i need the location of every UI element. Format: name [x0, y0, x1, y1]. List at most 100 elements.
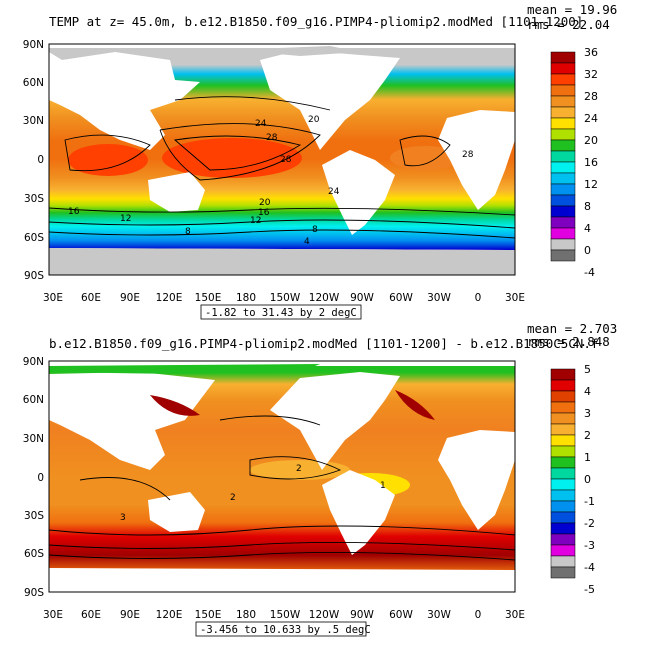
panel-title: b.e12.B1850.f09_g16.PIMP4-pliomip2.modMe… — [49, 336, 598, 351]
contour-line — [399, 135, 451, 167]
colorbar-label: 32 — [584, 68, 598, 81]
lon-tick: 150E — [195, 292, 222, 304]
colorbar-swatch — [550, 172, 576, 185]
contour-label: 28 — [280, 155, 292, 165]
lon-tick: 60E — [81, 292, 101, 304]
contour-label: 8 — [312, 225, 318, 235]
colorbar-swatch — [550, 489, 576, 502]
colorbar-label: -1 — [584, 495, 595, 508]
contour-label: 28 — [266, 133, 278, 143]
contour-label: 20 — [259, 198, 271, 208]
contour-label: 16 — [68, 207, 80, 217]
lat-axis: 90N 60N 30N 0 30S 60S 90S — [23, 39, 45, 282]
land-eurasia — [49, 372, 215, 470]
map-frame — [48, 43, 516, 276]
colorbar-label: 28 — [584, 90, 598, 103]
lon-tick: 120E — [156, 292, 183, 304]
colorbar-swatch — [550, 139, 576, 152]
colorbar-label: 36 — [584, 46, 598, 59]
lat-tick: 90N — [23, 39, 44, 51]
land-africa — [438, 110, 515, 210]
lon-tick: 60W — [389, 609, 413, 621]
lat-tick: 30N — [23, 433, 44, 445]
colorbar-label: 4 — [584, 222, 591, 235]
contour-label: 12 — [250, 216, 261, 226]
lat-tick: 60N — [23, 77, 44, 89]
colorbar: 5 4 3 2 1 0 -1 -2 -3 -4 -5 — [550, 363, 595, 596]
colorbar-label: -4 — [584, 266, 595, 279]
contour-label: 4 — [304, 237, 310, 247]
contour-line — [64, 134, 151, 172]
colorbar-label: 24 — [584, 112, 598, 125]
contour-labels: 24 20 28 28 28 24 20 16 16 12 12 8 8 4 — [68, 115, 474, 247]
map-frame — [48, 360, 516, 593]
colorbar-label: 12 — [584, 178, 598, 191]
map-field — [49, 44, 515, 275]
range-box — [200, 304, 362, 320]
colorbar-swatch — [550, 566, 576, 579]
colorbar-swatch — [550, 467, 576, 480]
colorbar-swatch — [550, 390, 576, 403]
lon-tick: 60E — [81, 609, 101, 621]
lon-tick: 150E — [195, 609, 222, 621]
colorbar-swatch — [550, 62, 576, 75]
lat-axis: 90N 60N 30N 0 30S 60S 90S — [23, 356, 45, 599]
colorbar-label: 1 — [584, 451, 591, 464]
lat-tick: 60S — [24, 548, 44, 560]
lon-tick: 0 — [475, 292, 482, 304]
contour-label: 28 — [462, 150, 474, 160]
lon-tick: 120E — [156, 609, 183, 621]
colorbar-swatch — [550, 478, 576, 491]
lat-tick: 60N — [23, 394, 44, 406]
contour-line — [49, 541, 515, 551]
land-top — [49, 361, 515, 366]
arctic-anomaly — [49, 364, 320, 374]
land-top — [49, 44, 515, 48]
stat-mean: mean = 2.703 — [527, 321, 617, 336]
contour-label: 2 — [296, 464, 302, 474]
colorbar-swatch — [550, 106, 576, 119]
land-australia — [148, 172, 205, 212]
colorbar-swatch — [550, 117, 576, 130]
colorbar-swatch — [550, 227, 576, 240]
colorbar-swatch — [550, 95, 576, 108]
contour-line — [49, 207, 515, 216]
colorbar-label: 2 — [584, 429, 591, 442]
colorbar: 36 32 28 24 20 16 12 8 4 0 -4 — [550, 46, 598, 279]
contour-labels: 2 3 2 1 — [120, 464, 386, 523]
colorbar-swatch — [550, 456, 576, 469]
warm-anomaly — [150, 395, 200, 416]
contour-line — [173, 135, 302, 171]
colorbar-label: 8 — [584, 200, 591, 213]
contour-line — [49, 219, 515, 229]
colorbar-swatch — [550, 555, 576, 568]
colorbar-label: 5 — [584, 363, 591, 376]
land-eurasia — [49, 52, 200, 150]
contour-label: 8 — [185, 227, 191, 237]
colorbar-label: 4 — [584, 385, 591, 398]
lon-tick: 90E — [120, 292, 140, 304]
colorbar-label: 3 — [584, 407, 591, 420]
stat-rms: rms = 22.04 — [527, 17, 610, 32]
colorbar-label: -3 — [584, 539, 595, 552]
lon-axis: 30E 60E 90E 120E 150E 180 150W 120W 90W … — [43, 292, 525, 304]
map-field — [49, 361, 515, 592]
lon-tick: 120W — [309, 609, 340, 621]
colorbar-swatch — [550, 73, 576, 86]
lon-tick: 90W — [350, 292, 374, 304]
lon-tick: 90W — [350, 609, 374, 621]
range-label: -1.82 to 31.43 by 2 degC — [205, 307, 357, 319]
colorbar-swatch — [550, 368, 576, 381]
lon-tick: 120W — [309, 292, 340, 304]
lon-tick: 150W — [270, 609, 301, 621]
contour-label: 24 — [255, 119, 267, 129]
contour-label: 24 — [328, 187, 340, 197]
lon-tick: 180 — [236, 292, 256, 304]
contour-label: 12 — [120, 214, 131, 224]
contour-label: 2 — [230, 493, 236, 503]
colorbar-swatch — [550, 445, 576, 458]
colorbar-swatch — [550, 412, 576, 425]
lat-tick: 0 — [37, 472, 44, 484]
colorbar-label: -4 — [584, 561, 595, 574]
